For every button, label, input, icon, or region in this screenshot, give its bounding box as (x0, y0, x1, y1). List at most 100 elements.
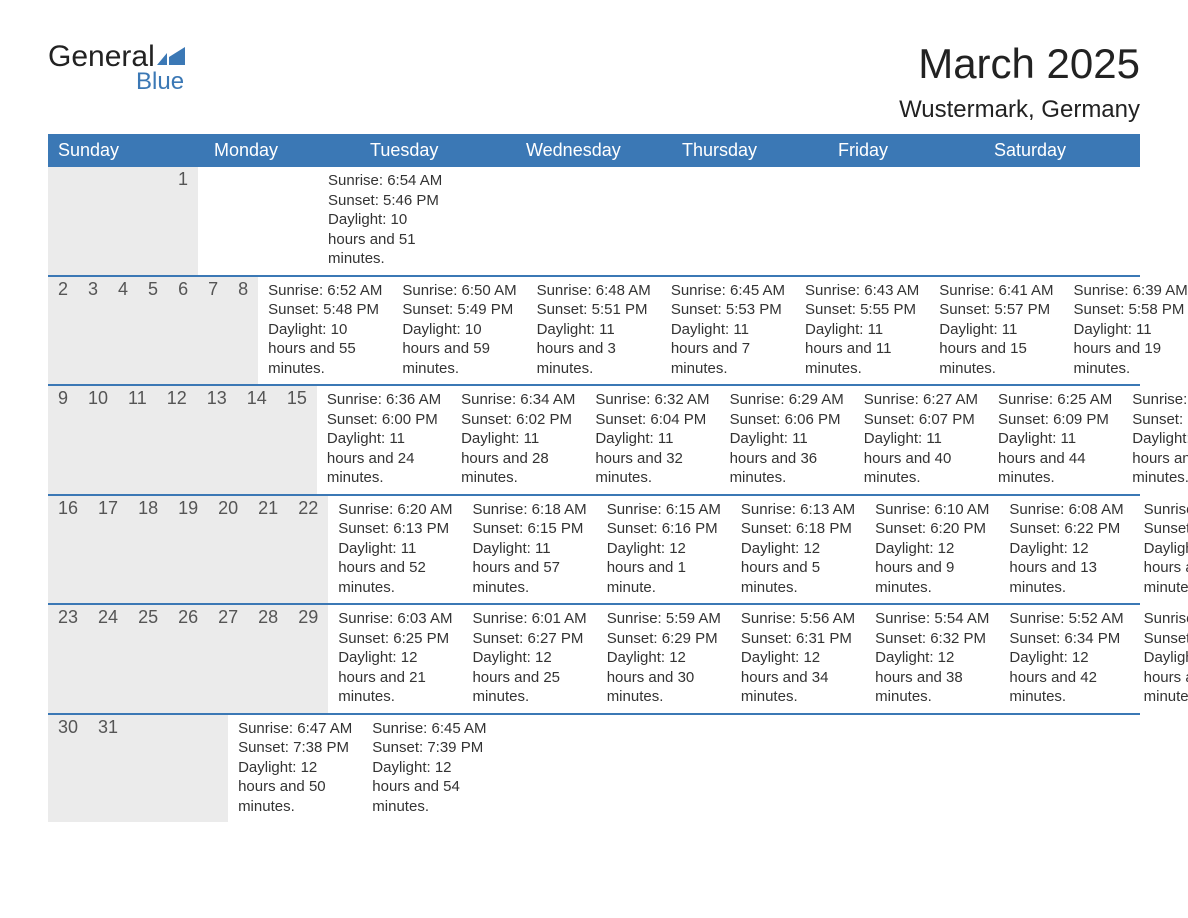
day-number: 24 (88, 605, 128, 713)
daylight-text: Daylight: 11 hours and 40 minutes. (864, 429, 978, 488)
day-number: 4 (108, 277, 138, 385)
daylight-text: Daylight: 11 hours and 28 minutes. (461, 429, 575, 488)
daydata-row: Sunrise: 6:47 AMSunset: 7:38 PMDaylight:… (228, 715, 596, 823)
day-number (148, 167, 168, 275)
calendar-body: 1Sunrise: 6:54 AMSunset: 5:46 PMDaylight… (48, 167, 1140, 822)
day-data-cell: Sunrise: 6:39 AMSunset: 5:58 PMDaylight:… (1064, 277, 1188, 385)
day-number (88, 167, 108, 275)
sunrise-text: Sunrise: 6:29 AM (730, 390, 844, 410)
daylight-text: Daylight: 11 hours and 57 minutes. (472, 539, 586, 598)
logo-flag-icon (157, 47, 185, 67)
sunset-text: Sunset: 5:55 PM (805, 300, 919, 320)
daylight-text: Daylight: 12 hours and 1 minute. (607, 539, 721, 598)
daylight-text: Daylight: 11 hours and 32 minutes. (595, 429, 709, 488)
sunrise-text: Sunrise: 6:18 AM (472, 500, 586, 520)
day-data-cell: Sunrise: 6:41 AMSunset: 5:57 PMDaylight:… (929, 277, 1063, 385)
day-data-cell (258, 167, 278, 275)
day-number: 17 (88, 496, 128, 604)
sunset-text: Sunset: 6:18 PM (741, 519, 855, 539)
day-data-cell: Sunrise: 6:22 AMSunset: 6:11 PMDaylight:… (1122, 386, 1188, 494)
day-data-cell: Sunrise: 6:08 AMSunset: 6:22 PMDaylight:… (999, 496, 1133, 604)
sunrise-text: Sunrise: 6:13 AM (741, 500, 855, 520)
day-data-cell: Sunrise: 5:59 AMSunset: 6:29 PMDaylight:… (597, 605, 731, 713)
sunrise-text: Sunrise: 6:06 AM (1144, 500, 1188, 520)
day-data-cell (557, 715, 577, 823)
day-data-cell: Sunrise: 6:13 AMSunset: 6:18 PMDaylight:… (731, 496, 865, 604)
sunrise-text: Sunrise: 6:10 AM (875, 500, 989, 520)
daydata-row: Sunrise: 6:54 AMSunset: 5:46 PMDaylight:… (198, 167, 452, 275)
day-number: 10 (78, 386, 118, 494)
daylight-text: Daylight: 12 hours and 46 minutes. (1144, 648, 1188, 707)
day-number: 1 (168, 167, 198, 275)
daylight-text: Daylight: 12 hours and 5 minutes. (741, 539, 855, 598)
calendar-header-cell: Tuesday (360, 134, 516, 167)
location-text: Wustermark, Germany (899, 96, 1140, 124)
day-data-cell: Sunrise: 6:34 AMSunset: 6:02 PMDaylight:… (451, 386, 585, 494)
calendar-header-cell: Sunday (48, 134, 204, 167)
day-number: 26 (168, 605, 208, 713)
sunset-text: Sunset: 6:06 PM (730, 410, 844, 430)
day-data-cell (497, 715, 517, 823)
calendar-week: 3031Sunrise: 6:47 AMSunset: 7:38 PMDayli… (48, 715, 1140, 823)
day-data-cell: Sunrise: 6:47 AMSunset: 7:38 PMDaylight:… (228, 715, 362, 823)
day-data-cell: Sunrise: 5:49 AMSunset: 6:36 PMDaylight:… (1134, 605, 1188, 713)
day-data-cell: Sunrise: 5:54 AMSunset: 6:32 PMDaylight:… (865, 605, 999, 713)
sunset-text: Sunset: 6:20 PM (875, 519, 989, 539)
daynum-row: 1 (48, 167, 198, 275)
sunrise-text: Sunrise: 6:20 AM (338, 500, 452, 520)
day-number: 27 (208, 605, 248, 713)
sunset-text: Sunset: 6:27 PM (472, 629, 586, 649)
daylight-text: Daylight: 11 hours and 48 minutes. (1132, 429, 1188, 488)
day-data-cell (198, 167, 218, 275)
daylight-text: Daylight: 12 hours and 30 minutes. (607, 648, 721, 707)
day-data-cell: Sunrise: 6:45 AMSunset: 7:39 PMDaylight:… (362, 715, 496, 823)
day-data-cell: Sunrise: 6:36 AMSunset: 6:00 PMDaylight:… (317, 386, 451, 494)
calendar-header-cell: Friday (828, 134, 984, 167)
daylight-text: Daylight: 12 hours and 17 minutes. (1144, 539, 1188, 598)
day-data-cell: Sunrise: 6:20 AMSunset: 6:13 PMDaylight:… (328, 496, 462, 604)
sunrise-text: Sunrise: 6:47 AM (238, 719, 352, 739)
day-number: 18 (128, 496, 168, 604)
sunset-text: Sunset: 6:00 PM (327, 410, 441, 430)
daylight-text: Daylight: 12 hours and 34 minutes. (741, 648, 855, 707)
day-number: 29 (288, 605, 328, 713)
sunrise-text: Sunrise: 5:59 AM (607, 609, 721, 629)
sunset-text: Sunset: 5:48 PM (268, 300, 382, 320)
sunrise-text: Sunrise: 6:25 AM (998, 390, 1112, 410)
day-data-cell: Sunrise: 6:27 AMSunset: 6:07 PMDaylight:… (854, 386, 988, 494)
daydata-row: Sunrise: 6:52 AMSunset: 5:48 PMDaylight:… (258, 277, 1188, 385)
daylight-text: Daylight: 10 hours and 59 minutes. (402, 320, 516, 379)
day-number: 16 (48, 496, 88, 604)
calendar-header-cell: Thursday (672, 134, 828, 167)
day-data-cell: Sunrise: 6:06 AMSunset: 6:23 PMDaylight:… (1134, 496, 1188, 604)
sunset-text: Sunset: 6:34 PM (1009, 629, 1123, 649)
day-data-cell: Sunrise: 6:01 AMSunset: 6:27 PMDaylight:… (462, 605, 596, 713)
day-number: 22 (288, 496, 328, 604)
day-number (188, 715, 208, 823)
day-number: 5 (138, 277, 168, 385)
sunrise-text: Sunrise: 5:56 AM (741, 609, 855, 629)
sunset-text: Sunset: 5:49 PM (402, 300, 516, 320)
sunset-text: Sunset: 6:02 PM (461, 410, 575, 430)
sunset-text: Sunset: 5:51 PM (537, 300, 651, 320)
day-number (168, 715, 188, 823)
logo: General Blue (48, 40, 185, 96)
sunset-text: Sunset: 6:25 PM (338, 629, 452, 649)
day-data-cell: Sunrise: 6:10 AMSunset: 6:20 PMDaylight:… (865, 496, 999, 604)
sunrise-text: Sunrise: 6:34 AM (461, 390, 575, 410)
sunrise-text: Sunrise: 6:27 AM (864, 390, 978, 410)
day-number: 14 (237, 386, 277, 494)
day-number (128, 715, 148, 823)
day-number (208, 715, 228, 823)
calendar-week: 1Sunrise: 6:54 AMSunset: 5:46 PMDaylight… (48, 167, 1140, 277)
sunset-text: Sunset: 6:36 PM (1144, 629, 1188, 649)
daylight-text: Daylight: 12 hours and 42 minutes. (1009, 648, 1123, 707)
sunrise-text: Sunrise: 6:41 AM (939, 281, 1053, 301)
sunset-text: Sunset: 5:57 PM (939, 300, 1053, 320)
day-number: 30 (48, 715, 88, 823)
sunrise-text: Sunrise: 6:01 AM (472, 609, 586, 629)
day-data-cell: Sunrise: 6:25 AMSunset: 6:09 PMDaylight:… (988, 386, 1122, 494)
daylight-text: Daylight: 11 hours and 11 minutes. (805, 320, 919, 379)
sunrise-text: Sunrise: 6:08 AM (1009, 500, 1123, 520)
sunset-text: Sunset: 6:22 PM (1009, 519, 1123, 539)
